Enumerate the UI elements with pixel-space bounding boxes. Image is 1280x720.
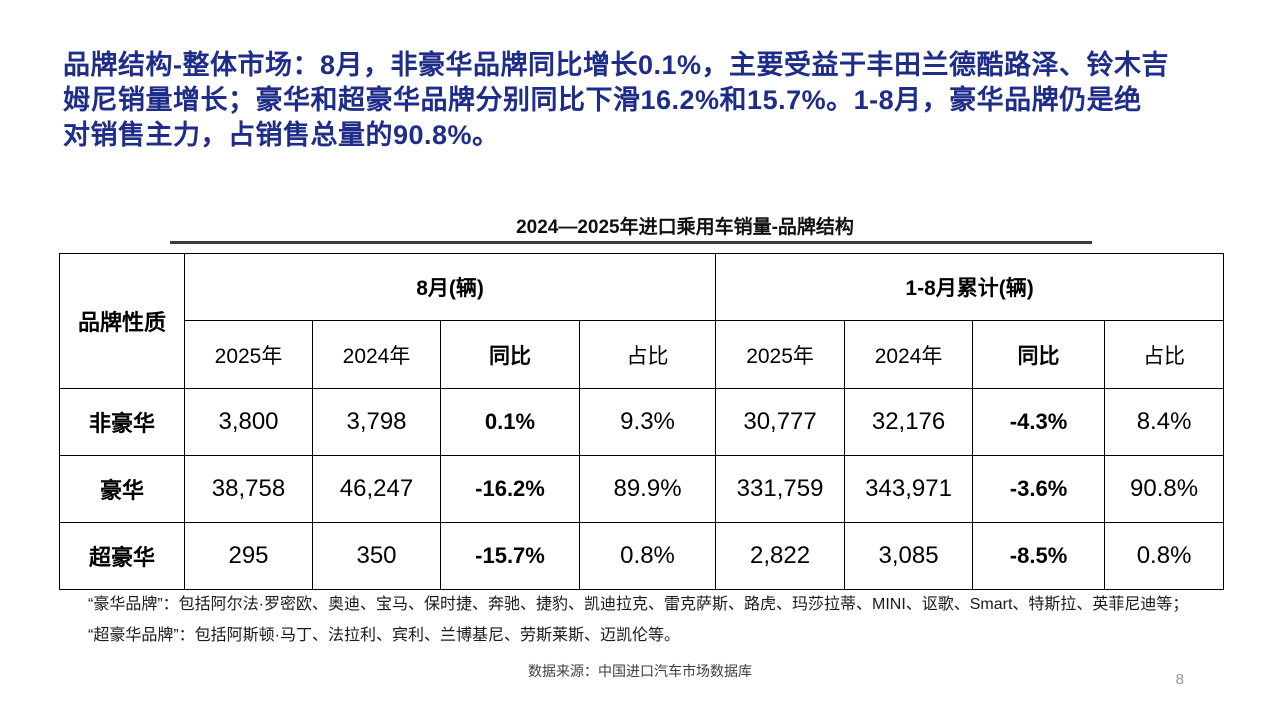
row-label-ultra-luxury: 超豪华 <box>59 522 185 590</box>
cell-value: 46,247 <box>312 455 441 523</box>
footnote-luxury-brands: “豪华品牌”：包括阿尔法·罗密欧、奥迪、宝马、保时捷、奔驰、捷豹、凯迪拉克、雷克… <box>88 596 1189 613</box>
cell-value: 343,971 <box>844 455 974 523</box>
subheader-aug-2024: 2024年 <box>312 320 441 389</box>
subheader-aug-2025: 2025年 <box>184 320 313 389</box>
table-subheader-row: 2025年 2024年 同比 占比 2025年 2024年 同比 占比 <box>60 320 1225 389</box>
table-row-ultra-luxury: 超豪华 295 350 -15.7% 0.8% 2,822 3,085 -8.5… <box>59 522 1225 590</box>
table-group-header-row: 品牌性质 8月(辆) 1-8月累计(辆) <box>59 253 1225 389</box>
group-header-august: 8月(辆) <box>183 253 717 321</box>
headline-line: 姆尼销量增长；豪华和超豪华品牌分别同比下滑16.2%和15.7%。1-8月，豪华… <box>63 85 1142 115</box>
group-header-jan-aug-cumulative: 1-8月累计(辆) <box>715 253 1225 321</box>
cell-value-yoy: -16.2% <box>440 455 580 523</box>
subheader-aug-yoy: 同比 <box>440 320 580 389</box>
cell-value: 38,758 <box>184 455 313 523</box>
subheader-cum-2025: 2025年 <box>715 320 846 389</box>
cell-value: 350 <box>312 522 441 590</box>
table-title: 2024—2025年进口乘用车销量-品牌结构 <box>516 217 854 238</box>
cell-value: 3,085 <box>844 522 974 590</box>
row-label-non-luxury: 非豪华 <box>59 388 185 456</box>
headline-line: 对销售主力，占销售总量的90.8%。 <box>63 120 500 150</box>
title-underline-divider <box>170 241 1092 244</box>
headline-line: 品牌结构-整体市场：8月，非豪华品牌同比增长0.1%，主要受益于丰田兰德酷路泽、… <box>63 50 1170 80</box>
cell-value: 89.9% <box>578 455 717 523</box>
page-number: 8 <box>1175 671 1184 688</box>
slide-headline: 品牌结构-整体市场：8月，非豪华品牌同比增长0.1%，主要受益于丰田兰德酷路泽、… <box>63 48 1169 153</box>
cell-value: 0.8% <box>578 522 717 590</box>
table-row-luxury: 豪华 38,758 46,247 -16.2% 89.9% 331,759 34… <box>59 455 1225 523</box>
corner-header-brand-type: 品牌性质 <box>59 253 185 389</box>
cell-value: 3,798 <box>312 388 441 456</box>
cell-value: 3,800 <box>184 388 313 456</box>
cell-value-yoy: 0.1% <box>440 388 580 456</box>
sales-table: 品牌性质 8月(辆) 1-8月累计(辆) 2025年 2024年 同比 占比 2… <box>59 253 1225 590</box>
row-label-luxury: 豪华 <box>59 455 185 523</box>
cell-value: 331,759 <box>715 455 846 523</box>
cell-value-yoy: -4.3% <box>972 388 1106 456</box>
cell-value: 2,822 <box>715 522 846 590</box>
cell-value: 90.8% <box>1104 455 1225 523</box>
subheader-cum-2024: 2024年 <box>844 320 974 389</box>
footnote-ultra-luxury-brands: “超豪华品牌”：包括阿斯顿·马丁、法拉利、宾利、兰博基尼、劳斯莱斯、迈凯伦等。 <box>88 627 680 644</box>
cell-value-yoy: -3.6% <box>972 455 1106 523</box>
cell-value: 32,176 <box>844 388 974 456</box>
cell-value: 0.8% <box>1104 522 1225 590</box>
cell-value: 295 <box>184 522 313 590</box>
footnotes: “豪华品牌”：包括阿尔法·罗密欧、奥迪、宝马、保时捷、奔驰、捷豹、凯迪拉克、雷克… <box>88 589 1188 651</box>
table-row-non-luxury: 非豪华 3,800 3,798 0.1% 9.3% 30,777 32,176 … <box>59 388 1225 456</box>
cell-value: 30,777 <box>715 388 846 456</box>
subheader-cum-share: 占比 <box>1104 320 1225 389</box>
subheader-aug-share: 占比 <box>578 320 717 389</box>
cell-value: 8.4% <box>1104 388 1225 456</box>
cell-value-yoy: -15.7% <box>440 522 580 590</box>
cell-value: 9.3% <box>578 388 717 456</box>
data-source: 数据来源：中国进口汽车市场数据库 <box>528 663 752 679</box>
subheader-cum-yoy: 同比 <box>972 320 1106 389</box>
cell-value-yoy: -8.5% <box>972 522 1106 590</box>
